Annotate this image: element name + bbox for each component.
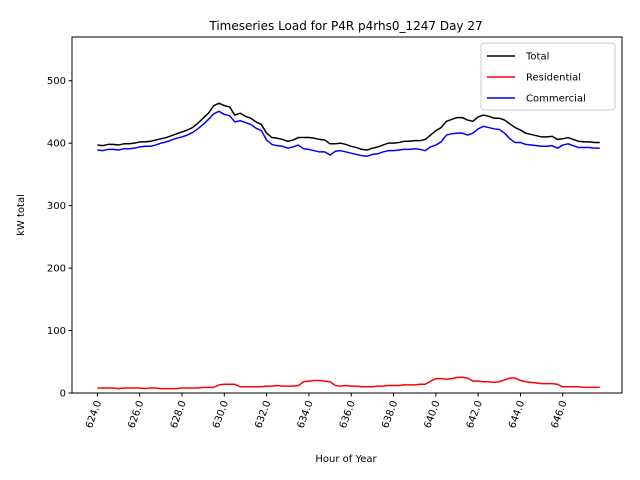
y-tick-label: 300 xyxy=(47,201,66,212)
legend-entries: Total Residential Commercial xyxy=(487,52,586,105)
y-tick-label: 200 xyxy=(47,264,66,275)
legend-label-commercial: Commercial xyxy=(526,94,586,105)
y-tick-label: 0 xyxy=(60,389,66,400)
legend-box xyxy=(480,42,616,111)
chart-title: Timeseries Load for P4R p4rhs0_1247 Day … xyxy=(208,19,482,33)
legend-label-residential: Residential xyxy=(526,73,581,84)
series-layer xyxy=(97,102,600,390)
y-axis-title: kW total xyxy=(16,194,27,236)
y-tick-label: 100 xyxy=(47,326,66,337)
y-axis-ticks: 0 100 200 300 400 500 xyxy=(47,76,72,400)
x-axis-title: Hour of Year xyxy=(315,454,377,465)
legend-label-total: Total xyxy=(525,52,549,63)
series-line-residential xyxy=(97,376,600,390)
y-tick-label: 500 xyxy=(47,76,66,87)
plot-frame xyxy=(71,36,623,394)
legend: Total Residential Commercial xyxy=(480,42,616,111)
y-tick-label: 400 xyxy=(47,139,66,150)
series-line-total xyxy=(97,102,600,151)
series-line-commercial xyxy=(97,110,600,158)
